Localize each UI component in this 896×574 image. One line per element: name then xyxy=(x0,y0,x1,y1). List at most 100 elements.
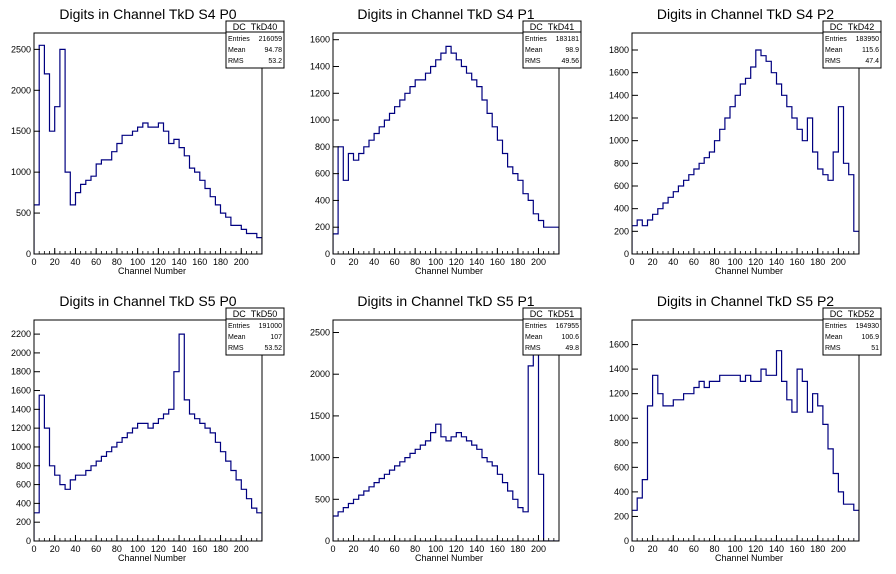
y-tick-label: 1200 xyxy=(310,88,330,98)
stats-rms-value: 47.4 xyxy=(865,58,879,65)
histogram-series xyxy=(632,350,859,541)
y-tick-label: 1500 xyxy=(11,126,31,136)
x-tick-label: 80 xyxy=(710,544,720,554)
x-tick-label: 0 xyxy=(629,257,634,267)
x-tick-label: 40 xyxy=(668,257,678,267)
x-tick-label: 140 xyxy=(769,544,784,554)
x-tick-label: 20 xyxy=(349,544,359,554)
y-tick-label: 200 xyxy=(16,517,31,527)
x-tick-label: 120 xyxy=(151,544,166,554)
stats-mean-label: Mean xyxy=(825,334,843,341)
x-tick-label: 40 xyxy=(70,257,80,267)
stats-entries-label: Entries xyxy=(228,323,250,330)
x-tick-label: 140 xyxy=(469,544,484,554)
stats-rms-value: 49.8 xyxy=(565,345,579,352)
stats-entries-value: 183181 xyxy=(556,36,579,43)
y-tick-label: 800 xyxy=(614,438,629,448)
stats-mean-label: Mean xyxy=(825,47,843,54)
stats-box-frame xyxy=(225,307,285,356)
y-tick-label: 0 xyxy=(325,536,330,546)
y-tick-label: 1000 xyxy=(609,413,629,423)
x-tick-label: 100 xyxy=(728,544,743,554)
x-tick-label: 20 xyxy=(50,544,60,554)
stats-rms-value: 53.2 xyxy=(268,58,282,65)
y-tick-label: 2500 xyxy=(11,44,31,54)
x-tick-label: 40 xyxy=(668,544,678,554)
stats-rms-value: 53.52 xyxy=(264,345,282,352)
stats-entries-label: Entries xyxy=(525,323,547,330)
y-tick-label: 1500 xyxy=(310,411,330,421)
x-tick-label: 80 xyxy=(112,544,122,554)
stats-rms-label: RMS xyxy=(228,345,244,352)
stats-entries-value: 216059 xyxy=(259,36,282,43)
y-tick-label: 600 xyxy=(614,462,629,472)
y-tick-label: 1400 xyxy=(310,61,330,71)
y-tick-label: 0 xyxy=(624,536,629,546)
y-tick-label: 800 xyxy=(16,461,31,471)
y-tick-label: 400 xyxy=(614,204,629,214)
stats-rms-label: RMS xyxy=(825,58,841,65)
chart-title: Digits in Channel TkD S4 P2 xyxy=(657,6,834,22)
stats-box-frame xyxy=(225,20,285,69)
y-tick-label: 1000 xyxy=(609,136,629,146)
stats-rms-label: RMS xyxy=(525,345,541,352)
y-tick-label: 200 xyxy=(614,511,629,521)
y-tick-label: 1800 xyxy=(609,45,629,55)
stats-mean-value: 107 xyxy=(270,334,282,341)
x-tick-label: 80 xyxy=(112,257,122,267)
stats-box: DC_TkD52 Entries 194930 Mean 106.9 RMS 51 xyxy=(822,307,882,356)
stats-rms-value: 51 xyxy=(871,345,879,352)
x-tick-label: 140 xyxy=(172,544,187,554)
x-axis-label: Channel Number xyxy=(415,553,483,563)
y-tick-label: 500 xyxy=(16,208,31,218)
stats-mean-label: Mean xyxy=(228,334,246,341)
x-tick-label: 60 xyxy=(91,544,101,554)
x-tick-label: 180 xyxy=(510,544,525,554)
stats-mean-label: Mean xyxy=(525,47,543,54)
stats-box: DC_TkD41 Entries 183181 Mean 98.9 RMS 49.56 xyxy=(522,20,582,69)
y-tick-label: 500 xyxy=(315,494,330,504)
x-tick-label: 180 xyxy=(213,257,228,267)
y-tick-label: 1000 xyxy=(310,453,330,463)
stats-mean-label: Mean xyxy=(525,334,543,341)
histogram-series xyxy=(333,45,559,254)
x-tick-label: 40 xyxy=(369,257,379,267)
stats-box: DC_TkD40 Entries 216059 Mean 94.78 RMS 53.2 xyxy=(225,20,285,69)
y-tick-label: 1400 xyxy=(11,404,31,414)
chart-title: Digits in Channel TkD S4 P1 xyxy=(357,6,534,22)
y-tick-label: 1600 xyxy=(609,340,629,350)
x-tick-label: 120 xyxy=(748,257,763,267)
x-tick-label: 160 xyxy=(790,257,805,267)
y-tick-label: 0 xyxy=(26,249,31,259)
y-tick-label: 1000 xyxy=(310,115,330,125)
y-tick-label: 1400 xyxy=(609,364,629,374)
histogram-line xyxy=(632,350,859,541)
y-tick-label: 200 xyxy=(614,226,629,236)
stats-name: DC_TkD52 xyxy=(830,309,875,319)
x-tick-label: 200 xyxy=(234,257,249,267)
y-tick-label: 1600 xyxy=(11,386,31,396)
y-tick-label: 1200 xyxy=(609,389,629,399)
y-tick-label: 0 xyxy=(325,249,330,259)
histogram-panel: Digits in Channel TkD S5 P0 0 20 40 60 80 100 1… xyxy=(11,293,285,563)
y-tick-label: 1200 xyxy=(609,113,629,123)
chart-title: Digits in Channel TkD S4 P0 xyxy=(59,6,236,22)
x-tick-label: 200 xyxy=(531,544,546,554)
x-axis-label: Channel Number xyxy=(118,266,186,276)
stats-box-frame xyxy=(522,307,582,356)
x-tick-label: 200 xyxy=(831,257,846,267)
x-tick-label: 60 xyxy=(689,544,699,554)
x-tick-label: 160 xyxy=(192,257,207,267)
x-tick-label: 20 xyxy=(648,257,658,267)
x-axis-label: Channel Number xyxy=(118,553,186,563)
x-tick-label: 40 xyxy=(70,544,80,554)
stats-entries-value: 194930 xyxy=(856,323,879,330)
y-tick-label: 800 xyxy=(614,158,629,168)
x-tick-label: 180 xyxy=(810,544,825,554)
x-tick-label: 60 xyxy=(689,257,699,267)
stats-rms-label: RMS xyxy=(525,58,541,65)
chart-title: Digits in Channel TkD S5 P1 xyxy=(357,293,534,309)
y-tick-label: 600 xyxy=(315,169,330,179)
stats-mean-value: 94.78 xyxy=(264,47,282,54)
